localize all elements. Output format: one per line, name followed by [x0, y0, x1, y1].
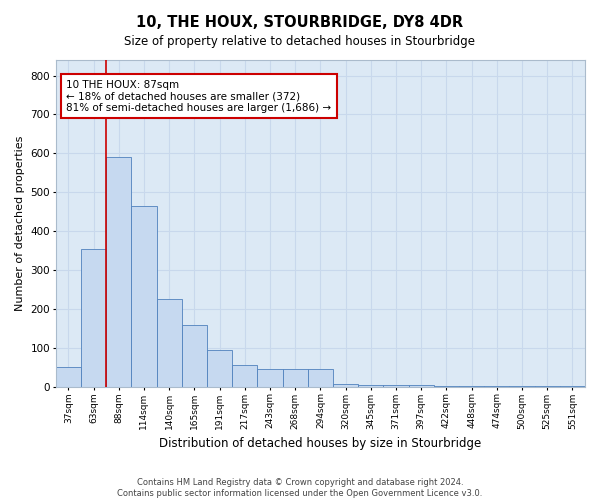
Text: Contains HM Land Registry data © Crown copyright and database right 2024.
Contai: Contains HM Land Registry data © Crown c…	[118, 478, 482, 498]
Bar	[333, 384, 358, 386]
Bar	[81, 248, 106, 386]
Bar	[106, 157, 131, 386]
Y-axis label: Number of detached properties: Number of detached properties	[15, 136, 25, 311]
Bar	[358, 385, 383, 386]
Bar	[131, 206, 157, 386]
Text: 10 THE HOUX: 87sqm
← 18% of detached houses are smaller (372)
81% of semi-detach: 10 THE HOUX: 87sqm ← 18% of detached hou…	[67, 80, 331, 113]
Text: Size of property relative to detached houses in Stourbridge: Size of property relative to detached ho…	[125, 35, 476, 48]
Bar	[383, 385, 409, 386]
Bar	[409, 385, 434, 386]
Bar	[232, 366, 257, 386]
Bar	[56, 368, 81, 386]
Bar	[283, 369, 308, 386]
Bar	[182, 324, 207, 386]
Text: 10, THE HOUX, STOURBRIDGE, DY8 4DR: 10, THE HOUX, STOURBRIDGE, DY8 4DR	[136, 15, 464, 30]
X-axis label: Distribution of detached houses by size in Stourbridge: Distribution of detached houses by size …	[159, 437, 481, 450]
Bar	[207, 350, 232, 387]
Bar	[308, 369, 333, 386]
Bar	[257, 369, 283, 386]
Bar	[157, 299, 182, 386]
